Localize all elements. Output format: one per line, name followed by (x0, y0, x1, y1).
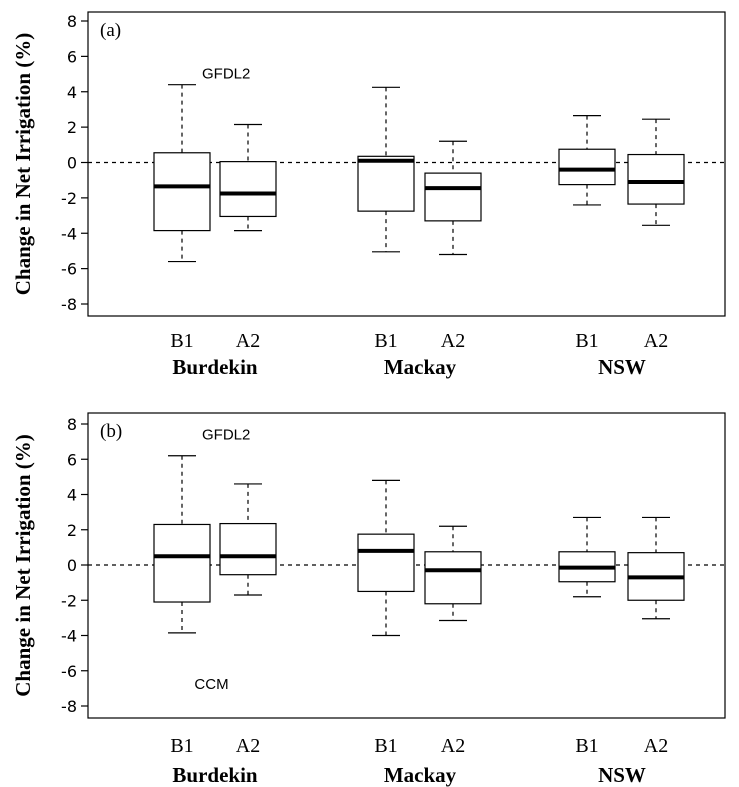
y-axis-label: Change in Net Irrigation (%) (11, 33, 35, 295)
iqr-box (424, 172, 482, 222)
y-tick-label: 2 (67, 118, 77, 137)
y-tick-label: 0 (67, 556, 77, 575)
y-tick-label: -4 (61, 224, 77, 243)
y-tick-label: -2 (61, 189, 77, 208)
y-tick-label: 8 (67, 415, 77, 434)
box-mackay-b1 (357, 86, 415, 253)
group-label: Mackay (384, 763, 457, 787)
y-tick-label: 0 (67, 154, 77, 173)
group-label: Burdekin (172, 763, 258, 787)
box-nsw-a2 (627, 118, 685, 226)
model-annotation: GFDL2 (202, 427, 250, 444)
x-tick-label: B1 (170, 735, 193, 757)
iqr-box (219, 522, 277, 576)
y-tick-label: 2 (67, 521, 77, 540)
group-label: Burdekin (172, 355, 258, 379)
model-annotation: GFDL2 (202, 65, 250, 82)
y-tick-label: 6 (67, 47, 77, 66)
box-burdekin-b1 (153, 455, 211, 634)
y-tick-label: -6 (61, 662, 77, 681)
y-tick-label: 4 (67, 486, 77, 505)
iqr-box (424, 551, 482, 605)
iqr-box (627, 153, 685, 205)
box-burdekin-a2 (219, 483, 277, 596)
y-tick-label: 8 (67, 12, 77, 31)
y-axis-label: Change in Net Irrigation (%) (11, 434, 35, 696)
box-nsw-b1 (558, 115, 616, 206)
x-tick-label: A2 (441, 330, 465, 352)
panel-b: -8 -6 -4 -2 0 2 4 6 8 Change in Net Irrigation (%… (11, 412, 726, 787)
iqr-box (558, 148, 616, 186)
y-tick-label: 6 (67, 450, 77, 469)
x-tick-label: B1 (374, 735, 397, 757)
y-tick-label: -8 (61, 295, 77, 314)
box-nsw-a2 (627, 516, 685, 620)
y-tick-label: -2 (61, 591, 77, 610)
box-mackay-a2 (424, 525, 482, 622)
x-tick-label: B1 (374, 330, 397, 352)
box-mackay-a2 (424, 140, 482, 256)
group-label: NSW (598, 763, 646, 787)
x-tick-label: B1 (170, 330, 193, 352)
iqr-box (357, 533, 415, 593)
group-label: NSW (598, 355, 646, 379)
model-annotation: CCM (194, 676, 228, 693)
box-burdekin-a2 (219, 123, 277, 232)
x-tick-label: B1 (575, 735, 598, 757)
iqr-box (153, 152, 211, 232)
x-tick-label: A2 (644, 735, 668, 757)
x-tick-label: A2 (644, 330, 668, 352)
box-mackay-b1 (357, 479, 415, 637)
y-tick-label: -8 (61, 697, 77, 716)
panel-label: (a) (100, 20, 121, 41)
y-tick-label: -6 (61, 260, 77, 279)
iqr-box (357, 155, 415, 212)
x-tick-label: A2 (441, 735, 465, 757)
box-nsw-b1 (558, 516, 616, 598)
panel-a: -8 -6 -4 -2 0 2 4 6 8 Change in Net Irrigation (%… (11, 11, 726, 379)
box-burdekin-b1 (153, 84, 211, 263)
y-tick-label: -4 (61, 627, 77, 646)
iqr-box (219, 161, 277, 218)
iqr-box (153, 523, 211, 603)
y-tick-label: 4 (67, 83, 77, 102)
x-tick-label: A2 (236, 330, 260, 352)
plot-frame (87, 11, 726, 317)
panel-label: (b) (100, 421, 122, 442)
group-label: Mackay (384, 355, 457, 379)
x-tick-label: A2 (236, 735, 260, 757)
x-tick-label: B1 (575, 330, 598, 352)
